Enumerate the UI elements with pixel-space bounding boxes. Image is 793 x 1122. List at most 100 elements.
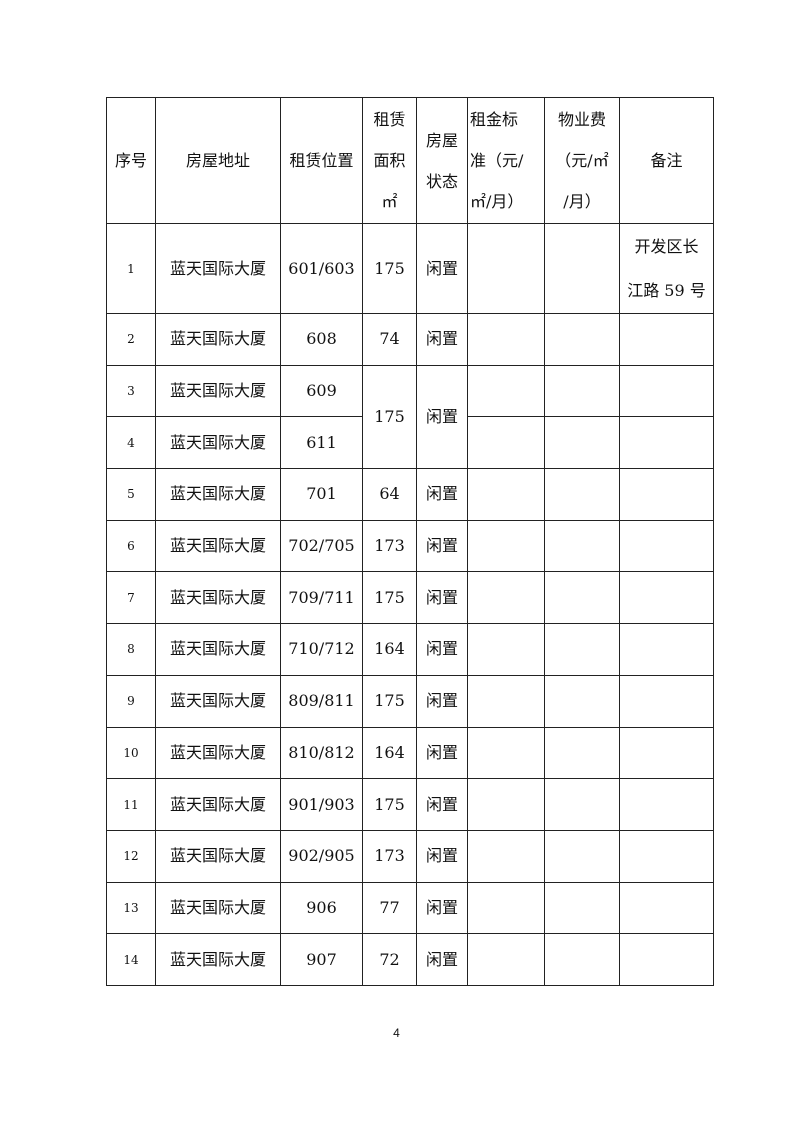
cell-fee <box>544 313 620 366</box>
cell-fee <box>544 726 620 780</box>
cell-fee <box>544 571 620 625</box>
cell-area: 72 <box>362 933 417 986</box>
header-status: 房屋 状态 <box>416 97 468 224</box>
cell-unit: 907 <box>280 933 363 986</box>
cell-status: 闲置 <box>416 468 468 521</box>
cell-unit: 611 <box>280 416 363 470</box>
header-fee: 物业费 （元/㎡ /月） <box>544 97 620 224</box>
table-row: 14 蓝天国际大厦 907 72 闲置 <box>106 933 714 986</box>
cell-address: 蓝天国际大厦 <box>155 364 281 418</box>
header-note: 备注 <box>619 97 714 224</box>
cell-unit: 709/711 <box>280 571 363 625</box>
cell-rent <box>467 313 545 366</box>
table-row: 6 蓝天国际大厦 702/705 173 闲置 <box>106 519 714 573</box>
cell-status: 闲置 <box>416 829 468 883</box>
cell-note <box>619 881 714 935</box>
cell-rent <box>467 364 545 418</box>
cell-note <box>619 519 714 573</box>
cell-status: 闲置 <box>416 519 468 573</box>
cell-rent <box>467 416 545 470</box>
cell-no: 4 <box>106 416 156 470</box>
cell-address: 蓝天国际大厦 <box>155 223 281 314</box>
table-row: 10 蓝天国际大厦 810/812 164 闲置 <box>106 726 714 780</box>
cell-no: 7 <box>106 571 156 625</box>
cell-status: 闲置 <box>416 364 468 470</box>
cell-fee <box>544 881 620 935</box>
cell-status: 闲置 <box>416 778 468 831</box>
cell-area: 164 <box>362 623 417 676</box>
cell-address: 蓝天国际大厦 <box>155 933 281 986</box>
cell-address: 蓝天国际大厦 <box>155 778 281 831</box>
cell-unit: 601/603 <box>280 223 363 314</box>
header-unit: 租赁位置 <box>280 97 363 224</box>
cell-unit: 701 <box>280 468 363 521</box>
cell-note <box>619 313 714 366</box>
cell-note <box>619 778 714 831</box>
cell-no: 6 <box>106 519 156 573</box>
cell-unit: 901/903 <box>280 778 363 831</box>
cell-area: 175 <box>362 223 417 314</box>
cell-address: 蓝天国际大厦 <box>155 416 281 470</box>
cell-no: 1 <box>106 223 156 314</box>
cell-fee <box>544 223 620 314</box>
table-row: 7 蓝天国际大厦 709/711 175 闲置 <box>106 571 714 625</box>
cell-status: 闲置 <box>416 726 468 780</box>
cell-no: 12 <box>106 829 156 883</box>
cell-area: 64 <box>362 468 417 521</box>
cell-area: 164 <box>362 726 417 780</box>
cell-no: 10 <box>106 726 156 780</box>
cell-no: 11 <box>106 778 156 831</box>
header-address: 房屋地址 <box>155 97 281 224</box>
cell-address: 蓝天国际大厦 <box>155 726 281 780</box>
cell-rent <box>467 519 545 573</box>
table-row: 3 蓝天国际大厦 609 175 闲置 <box>106 364 714 470</box>
header-rent: 租金标 准（元/ ㎡/月） <box>467 97 545 224</box>
cell-address: 蓝天国际大厦 <box>155 571 281 625</box>
cell-no: 13 <box>106 881 156 935</box>
cell-area: 175 <box>362 364 417 470</box>
cell-unit: 608 <box>280 313 363 366</box>
cell-area: 175 <box>362 571 417 625</box>
cell-rent <box>467 726 545 780</box>
table-row: 12 蓝天国际大厦 902/905 173 闲置 <box>106 829 714 883</box>
cell-status: 闲置 <box>416 674 468 728</box>
cell-note: 开发区长 江路 59 号 <box>619 223 714 314</box>
cell-unit: 702/705 <box>280 519 363 573</box>
cell-area: 175 <box>362 674 417 728</box>
cell-rent <box>467 829 545 883</box>
cell-address: 蓝天国际大厦 <box>155 674 281 728</box>
cell-area: 175 <box>362 778 417 831</box>
cell-no: 3 <box>106 364 156 418</box>
cell-status: 闲置 <box>416 933 468 986</box>
cell-status: 闲置 <box>416 571 468 625</box>
cell-no: 9 <box>106 674 156 728</box>
table-row: 2 蓝天国际大厦 608 74 闲置 <box>106 313 714 366</box>
cell-fee <box>544 364 620 418</box>
cell-unit: 906 <box>280 881 363 935</box>
cell-unit: 810/812 <box>280 726 363 780</box>
cell-fee <box>544 829 620 883</box>
header-area: 租赁 面积 ㎡ <box>362 97 417 224</box>
cell-rent <box>467 468 545 521</box>
cell-fee <box>544 778 620 831</box>
cell-status: 闲置 <box>416 313 468 366</box>
table-row: 8 蓝天国际大厦 710/712 164 闲置 <box>106 623 714 676</box>
cell-no: 8 <box>106 623 156 676</box>
table-row: 9 蓝天国际大厦 809/811 175 闲置 <box>106 674 714 728</box>
page-number: 4 <box>393 1026 400 1040</box>
cell-rent <box>467 881 545 935</box>
header-seq: 序号 <box>106 97 156 224</box>
cell-note <box>619 623 714 676</box>
cell-address: 蓝天国际大厦 <box>155 468 281 521</box>
cell-note <box>619 468 714 521</box>
cell-area: 77 <box>362 881 417 935</box>
cell-area: 173 <box>362 829 417 883</box>
cell-no: 2 <box>106 313 156 366</box>
cell-fee <box>544 468 620 521</box>
cell-fee <box>544 416 620 470</box>
table-row: 4 蓝天国际大厦 611 <box>106 416 714 470</box>
table-row: 5 蓝天国际大厦 701 64 闲置 <box>106 468 714 521</box>
cell-status: 闲置 <box>416 623 468 676</box>
